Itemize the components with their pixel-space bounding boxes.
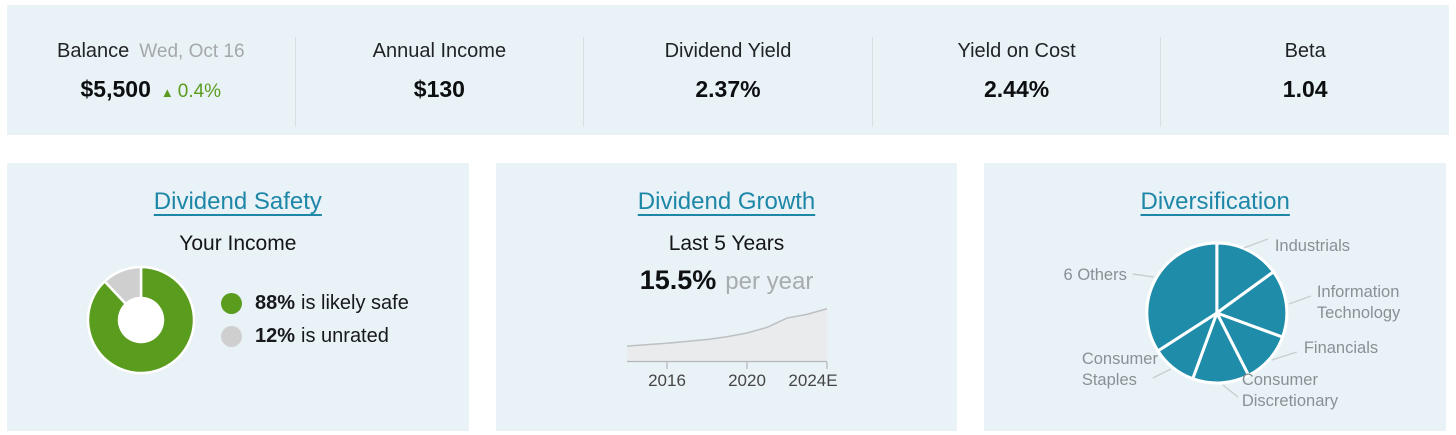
growth-rate-line: 15.5% per year	[496, 265, 958, 296]
pie-slice-label: Consumer	[1082, 350, 1159, 368]
balance-delta: ▲ 0.4%	[161, 81, 221, 103]
stat-balance: Balance Wed, Oct 16 $5,500 ▲ 0.4%	[7, 5, 295, 135]
stat-beta: Beta 1.04	[1161, 5, 1449, 135]
stat-divider	[294, 37, 296, 127]
yield-on-cost-value: 2.44%	[983, 75, 1050, 102]
beta-label: Beta	[1284, 39, 1326, 62]
safety-chart-row: 88% is likely safe 12% is unrated	[7, 264, 469, 376]
dividend-safety-donut-chart	[86, 265, 196, 375]
diversification-pie-chart: Industrials Information Technology Financia…	[1064, 237, 1402, 410]
pie-label-leader	[1133, 273, 1155, 278]
legend-item-safe: 88% is likely safe	[221, 292, 409, 315]
up-triangle-icon: ▲	[160, 84, 174, 100]
safety-legend: 88% is likely safe 12% is unrated	[221, 292, 409, 348]
annual-income-label: Annual Income	[372, 39, 507, 62]
unrated-text: is unrated	[301, 325, 389, 347]
dividend-yield-label: Dividend Yield	[664, 39, 792, 62]
balance-label: Balance	[57, 39, 130, 62]
pie-slice-industrials	[1215, 241, 1276, 315]
pie-slice-label: Information	[1317, 283, 1400, 301]
balance-date: Wed, Oct 16	[139, 40, 245, 62]
legend-item-unrated: 12% is unrated	[221, 325, 409, 348]
pie-slice-6-others	[1145, 241, 1219, 353]
stat-annual-income: Annual Income $130	[296, 5, 584, 135]
dividend-growth-link[interactable]: Dividend Growth	[637, 188, 816, 215]
yield-on-cost-label: Yield on Cost	[957, 39, 1076, 62]
card-dividend-safety: Dividend Safety Your Income 88% is likely…	[7, 163, 469, 431]
stat-divider	[1160, 37, 1162, 127]
stat-yield-on-cost: Yield on Cost 2.44%	[873, 5, 1161, 135]
diversification-link[interactable]: Diversification	[1140, 188, 1290, 215]
pie-label-leader	[1271, 351, 1298, 361]
unrated-percent: 12%	[255, 325, 296, 347]
axis-tick-label: 2020	[728, 371, 766, 390]
safe-percent: 88%	[255, 292, 296, 314]
axis-tick-label: 2024E	[788, 371, 837, 390]
gray-dot-icon	[221, 326, 242, 347]
dividend-safety-link[interactable]: Dividend Safety	[153, 188, 322, 215]
pie-slice-label: Discretionary	[1242, 392, 1339, 410]
safe-text: is likely safe	[301, 292, 409, 314]
stat-dividend-yield: Dividend Yield 2.37%	[584, 5, 872, 135]
dividend-growth-subtitle: Last 5 Years	[668, 232, 785, 255]
annual-income-value: $130	[413, 75, 465, 102]
area-fill	[626, 308, 827, 361]
pie-slice-label: Staples	[1082, 371, 1137, 389]
growth-rate-suffix: per year	[725, 268, 814, 295]
pie-slice-label: Technology	[1317, 304, 1401, 322]
pie-slice-label: Industrials	[1275, 237, 1350, 255]
pie-slice-label: Financials	[1304, 339, 1378, 357]
pie-slice-information-technology	[1215, 270, 1289, 339]
pie-label-leader	[1288, 295, 1312, 305]
pie-label-leader	[1243, 238, 1269, 249]
dividend-growth-title: Dividend Growth	[496, 188, 958, 216]
beta-value: 1.04	[1282, 75, 1328, 102]
dividend-growth-area-chart: 2016 2020 2024E	[626, 308, 837, 390]
dividend-safety-subtitle: Your Income	[179, 232, 297, 255]
pie-label-leader	[1222, 384, 1239, 398]
green-dot-icon	[221, 293, 242, 314]
dividend-yield-value: 2.37%	[695, 75, 761, 102]
pie-label-leader	[1152, 368, 1172, 379]
stats-bar: Balance Wed, Oct 16 $5,500 ▲ 0.4% Annual …	[7, 5, 1449, 135]
area-line	[626, 308, 827, 347]
balance-value: $5,500	[80, 75, 151, 102]
pie-slice-label: Consumer	[1242, 371, 1319, 389]
pie-slice-label: 6 Others	[1064, 266, 1127, 284]
balance-delta-value: 0.4%	[177, 80, 222, 102]
donut-segment	[103, 265, 143, 306]
stat-divider	[871, 37, 873, 127]
card-dividend-growth: Dividend Growth Last 5 Years 15.5% per ye…	[495, 163, 958, 431]
axis-tick-label: 2016	[648, 371, 686, 390]
stat-divider	[583, 37, 585, 127]
diversification-title: Diversification	[984, 188, 1446, 216]
card-diversification: Diversification Industrials Information Te…	[984, 163, 1447, 431]
dividend-safety-title: Dividend Safety	[7, 188, 469, 216]
cards-row: Dividend Safety Your Income 88% is likely…	[7, 163, 1447, 431]
growth-rate-value: 15.5%	[639, 265, 717, 295]
